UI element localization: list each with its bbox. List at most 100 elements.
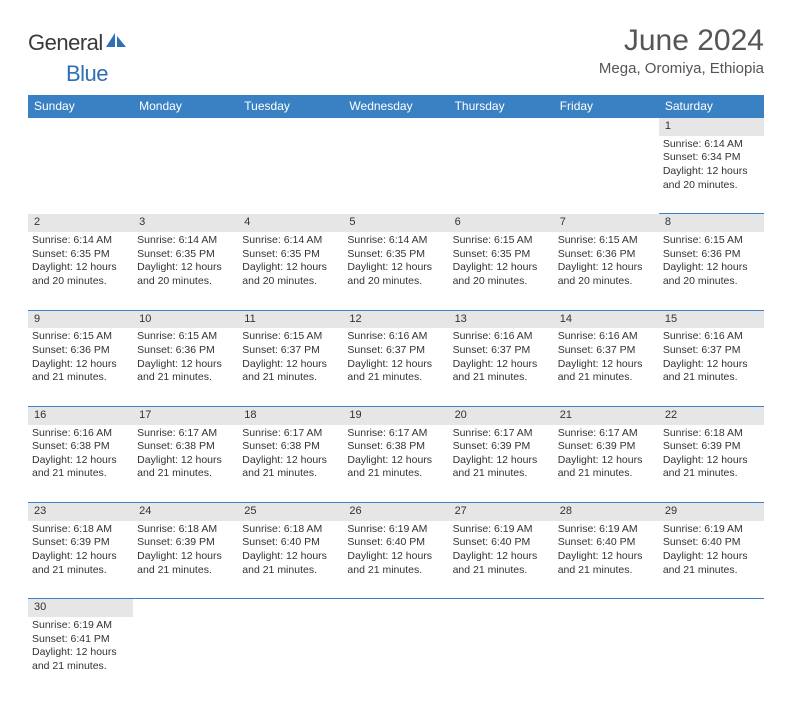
day-number — [238, 118, 343, 136]
location-label: Mega, Oromiya, Ethiopia — [599, 60, 764, 77]
day-number: 8 — [659, 214, 764, 232]
day-number — [554, 118, 659, 136]
day-number: 12 — [343, 310, 448, 328]
day-cell-text: Sunrise: 6:15 AMSunset: 6:36 PMDaylight:… — [558, 234, 655, 289]
day-cell — [343, 136, 448, 214]
day-cell-text: Sunrise: 6:16 AMSunset: 6:37 PMDaylight:… — [347, 330, 444, 385]
day-cell-text: Sunrise: 6:19 AMSunset: 6:40 PMDaylight:… — [558, 523, 655, 578]
weekday-header-row: Sunday Monday Tuesday Wednesday Thursday… — [28, 95, 764, 118]
day-number: 18 — [238, 406, 343, 424]
day-cell: Sunrise: 6:17 AMSunset: 6:38 PMDaylight:… — [238, 425, 343, 503]
day-number — [133, 118, 238, 136]
day-cell: Sunrise: 6:17 AMSunset: 6:39 PMDaylight:… — [449, 425, 554, 503]
day-content-row: Sunrise: 6:16 AMSunset: 6:38 PMDaylight:… — [28, 425, 764, 503]
day-cell-text: Sunrise: 6:15 AMSunset: 6:36 PMDaylight:… — [137, 330, 234, 385]
day-cell-text: Sunrise: 6:16 AMSunset: 6:37 PMDaylight:… — [453, 330, 550, 385]
day-cell-text: Sunrise: 6:18 AMSunset: 6:40 PMDaylight:… — [242, 523, 339, 578]
logo: General — [28, 30, 127, 56]
day-cell — [238, 136, 343, 214]
day-cell: Sunrise: 6:19 AMSunset: 6:40 PMDaylight:… — [554, 521, 659, 599]
day-number: 15 — [659, 310, 764, 328]
day-number: 3 — [133, 214, 238, 232]
weekday-header: Thursday — [449, 95, 554, 118]
day-cell — [554, 136, 659, 214]
day-cell — [133, 136, 238, 214]
day-cell-text: Sunrise: 6:14 AMSunset: 6:35 PMDaylight:… — [137, 234, 234, 289]
day-cell-text: Sunrise: 6:14 AMSunset: 6:35 PMDaylight:… — [242, 234, 339, 289]
day-number: 25 — [238, 503, 343, 521]
day-cell: Sunrise: 6:14 AMSunset: 6:34 PMDaylight:… — [659, 136, 764, 214]
day-cell-text: Sunrise: 6:17 AMSunset: 6:38 PMDaylight:… — [137, 427, 234, 482]
weekday-header: Saturday — [659, 95, 764, 118]
day-content-row: Sunrise: 6:14 AMSunset: 6:35 PMDaylight:… — [28, 232, 764, 310]
day-number: 6 — [449, 214, 554, 232]
sail-icon — [105, 31, 127, 52]
day-cell — [133, 617, 238, 695]
day-cell-text: Sunrise: 6:14 AMSunset: 6:35 PMDaylight:… — [32, 234, 129, 289]
day-cell: Sunrise: 6:14 AMSunset: 6:35 PMDaylight:… — [133, 232, 238, 310]
day-cell: Sunrise: 6:17 AMSunset: 6:39 PMDaylight:… — [554, 425, 659, 503]
calendar-table: Sunday Monday Tuesday Wednesday Thursday… — [28, 95, 764, 695]
day-cell: Sunrise: 6:16 AMSunset: 6:37 PMDaylight:… — [449, 328, 554, 406]
day-number: 10 — [133, 310, 238, 328]
day-cell: Sunrise: 6:15 AMSunset: 6:36 PMDaylight:… — [133, 328, 238, 406]
weekday-header: Tuesday — [238, 95, 343, 118]
day-cell-text: Sunrise: 6:15 AMSunset: 6:36 PMDaylight:… — [663, 234, 760, 289]
day-cell-text: Sunrise: 6:19 AMSunset: 6:40 PMDaylight:… — [663, 523, 760, 578]
day-number — [449, 599, 554, 617]
day-number — [343, 599, 448, 617]
day-cell: Sunrise: 6:14 AMSunset: 6:35 PMDaylight:… — [28, 232, 133, 310]
day-cell-text: Sunrise: 6:17 AMSunset: 6:39 PMDaylight:… — [558, 427, 655, 482]
day-number: 19 — [343, 406, 448, 424]
day-cell: Sunrise: 6:15 AMSunset: 6:36 PMDaylight:… — [659, 232, 764, 310]
day-cell: Sunrise: 6:19 AMSunset: 6:41 PMDaylight:… — [28, 617, 133, 695]
day-number — [554, 599, 659, 617]
day-number — [238, 599, 343, 617]
day-cell-text: Sunrise: 6:17 AMSunset: 6:39 PMDaylight:… — [453, 427, 550, 482]
day-cell — [343, 617, 448, 695]
day-cell: Sunrise: 6:16 AMSunset: 6:38 PMDaylight:… — [28, 425, 133, 503]
day-cell: Sunrise: 6:18 AMSunset: 6:40 PMDaylight:… — [238, 521, 343, 599]
day-cell-text: Sunrise: 6:19 AMSunset: 6:40 PMDaylight:… — [453, 523, 550, 578]
weekday-header: Monday — [133, 95, 238, 118]
day-number: 5 — [343, 214, 448, 232]
title-block: June 2024 Mega, Oromiya, Ethiopia — [599, 24, 764, 77]
day-cell: Sunrise: 6:15 AMSunset: 6:36 PMDaylight:… — [554, 232, 659, 310]
calendar-page: General June 2024 Mega, Oromiya, Ethiopi… — [0, 0, 792, 707]
day-number: 23 — [28, 503, 133, 521]
day-number: 29 — [659, 503, 764, 521]
day-number: 24 — [133, 503, 238, 521]
weekday-header: Sunday — [28, 95, 133, 118]
day-number — [133, 599, 238, 617]
day-number — [449, 118, 554, 136]
day-number: 7 — [554, 214, 659, 232]
day-number: 2 — [28, 214, 133, 232]
day-cell-text: Sunrise: 6:17 AMSunset: 6:38 PMDaylight:… — [242, 427, 339, 482]
day-cell: Sunrise: 6:19 AMSunset: 6:40 PMDaylight:… — [343, 521, 448, 599]
day-content-row: Sunrise: 6:15 AMSunset: 6:36 PMDaylight:… — [28, 328, 764, 406]
month-title: June 2024 — [599, 24, 764, 58]
day-number: 13 — [449, 310, 554, 328]
day-number: 1 — [659, 118, 764, 136]
day-cell — [238, 617, 343, 695]
day-cell: Sunrise: 6:16 AMSunset: 6:37 PMDaylight:… — [554, 328, 659, 406]
day-cell: Sunrise: 6:14 AMSunset: 6:35 PMDaylight:… — [343, 232, 448, 310]
day-cell-text: Sunrise: 6:18 AMSunset: 6:39 PMDaylight:… — [663, 427, 760, 482]
day-number-row: 30 — [28, 599, 764, 617]
day-number: 28 — [554, 503, 659, 521]
day-cell — [554, 617, 659, 695]
day-cell: Sunrise: 6:15 AMSunset: 6:36 PMDaylight:… — [28, 328, 133, 406]
day-cell-text: Sunrise: 6:15 AMSunset: 6:36 PMDaylight:… — [32, 330, 129, 385]
day-number: 14 — [554, 310, 659, 328]
day-number: 20 — [449, 406, 554, 424]
header: General June 2024 Mega, Oromiya, Ethiopi… — [28, 24, 764, 77]
weekday-header: Wednesday — [343, 95, 448, 118]
day-cell — [449, 617, 554, 695]
day-number-row: 1 — [28, 118, 764, 136]
day-number — [343, 118, 448, 136]
day-cell: Sunrise: 6:17 AMSunset: 6:38 PMDaylight:… — [343, 425, 448, 503]
day-cell-text: Sunrise: 6:15 AMSunset: 6:35 PMDaylight:… — [453, 234, 550, 289]
day-number — [659, 599, 764, 617]
day-cell-text: Sunrise: 6:19 AMSunset: 6:41 PMDaylight:… — [32, 619, 129, 674]
day-number: 17 — [133, 406, 238, 424]
